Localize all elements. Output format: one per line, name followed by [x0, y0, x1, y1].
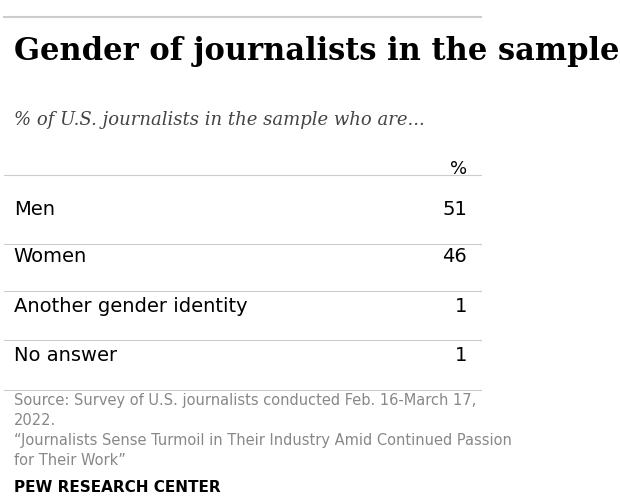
Text: Another gender identity: Another gender identity [14, 297, 247, 316]
Text: %: % [450, 160, 467, 178]
Text: 1: 1 [454, 297, 467, 316]
Text: Women: Women [14, 247, 87, 266]
Text: Men: Men [14, 200, 55, 219]
Text: No answer: No answer [14, 346, 117, 365]
Text: PEW RESEARCH CENTER: PEW RESEARCH CENTER [14, 480, 220, 495]
Text: 46: 46 [442, 247, 467, 266]
Text: 1: 1 [454, 346, 467, 365]
Text: Source: Survey of U.S. journalists conducted Feb. 16-March 17,
2022.
“Journalist: Source: Survey of U.S. journalists condu… [14, 393, 511, 468]
Text: 51: 51 [442, 200, 467, 219]
Text: % of U.S. journalists in the sample who are...: % of U.S. journalists in the sample who … [14, 111, 425, 129]
Text: Gender of journalists in the sample: Gender of journalists in the sample [14, 36, 619, 68]
